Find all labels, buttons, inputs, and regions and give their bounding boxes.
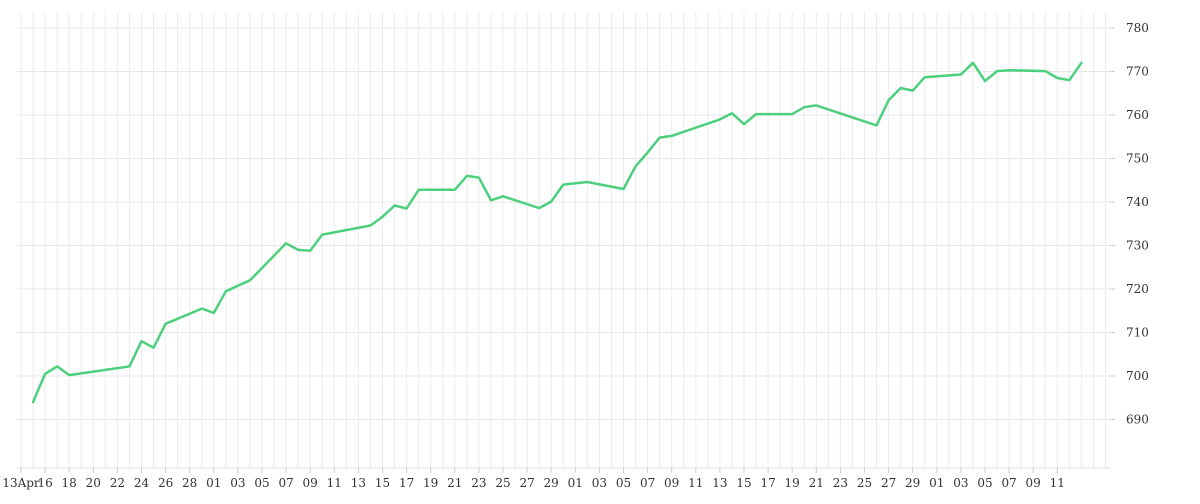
y-tick-label: 760 — [1126, 108, 1149, 122]
x-tick-label: 07 — [1001, 476, 1016, 490]
x-tick-label: 20 — [86, 476, 101, 490]
x-tick-label: 29 — [905, 476, 920, 490]
x-tick-label: 23 — [833, 476, 848, 490]
x-tick-label: 05 — [977, 476, 992, 490]
x-tick-label: 03 — [592, 476, 607, 490]
x-tick-label: 01 — [568, 476, 583, 490]
series-line — [31, 61, 1083, 404]
x-tick-label: 05 — [616, 476, 631, 490]
x-tick-label: 17 — [760, 476, 775, 490]
y-tick-label: 720 — [1126, 282, 1149, 296]
x-tick-label: 24 — [134, 476, 150, 490]
x-tick-label: 26 — [158, 476, 173, 490]
x-tick-label: 07 — [278, 476, 293, 490]
x-tick-label: 29 — [544, 476, 559, 490]
horizontal-gridlines — [17, 27, 1110, 469]
y-tick-label: 700 — [1126, 369, 1149, 383]
x-tick-label: 03 — [953, 476, 968, 490]
x-tick-label: 21 — [447, 476, 462, 490]
y-tick-label: 690 — [1126, 413, 1149, 427]
y-axis-ticks: 690 700 710 720 730 740 750 760 770 780 — [1110, 21, 1149, 427]
x-tick-label: 17 — [399, 476, 414, 490]
series-layer — [31, 61, 1083, 404]
x-tick-label: 22 — [110, 476, 125, 490]
y-tick-label: 740 — [1126, 195, 1149, 209]
x-tick-label: 25 — [495, 476, 510, 490]
x-tick-label: 27 — [881, 476, 896, 490]
vertical-gridlines — [20, 12, 1106, 468]
y-tick-label: 730 — [1126, 239, 1149, 253]
x-tick-label: 28 — [182, 476, 197, 490]
y-tick-label: 770 — [1126, 65, 1149, 79]
x-tick-label: 13 — [712, 476, 727, 490]
y-tick-label: 710 — [1126, 326, 1149, 340]
x-tick-label: 16 — [37, 476, 52, 490]
x-tick-label: 11 — [1050, 476, 1065, 490]
x-tick-label: 11 — [327, 476, 342, 490]
x-tick-label: 15 — [375, 476, 390, 490]
x-tick-label: 19 — [423, 476, 438, 490]
x-tick-label: 09 — [664, 476, 679, 490]
x-tick-label: 11 — [688, 476, 703, 490]
x-tick-label: 13 — [351, 476, 366, 490]
x-tick-label: 15 — [736, 476, 751, 490]
y-tick-label: 750 — [1126, 152, 1149, 166]
x-tick-label: 19 — [785, 476, 800, 490]
x-tick-label: 09 — [303, 476, 318, 490]
x-tick-label: 09 — [1026, 476, 1041, 490]
x-tick-label: 21 — [809, 476, 824, 490]
x-tick-label: 01 — [929, 476, 944, 490]
x-tick-label: 18 — [62, 476, 77, 490]
x-tick-label: 25 — [857, 476, 872, 490]
x-tick-label: 01 — [206, 476, 221, 490]
x-tick-label: 03 — [230, 476, 245, 490]
x-tick-label: 13Apr — [2, 476, 40, 490]
x-tick-label: 27 — [519, 476, 534, 490]
x-tick-label: 23 — [471, 476, 486, 490]
x-tick-label: 05 — [254, 476, 269, 490]
x-tick-label: 07 — [640, 476, 655, 490]
y-tick-label: 780 — [1126, 21, 1149, 35]
